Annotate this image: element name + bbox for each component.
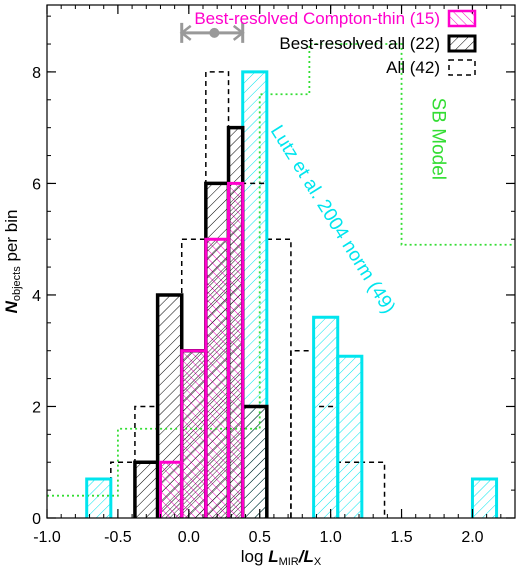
best-resolved-all-22-bin-0-fill [134, 462, 158, 518]
legend-swatch-0 [447, 9, 477, 28]
x-tick-label: 0.0 [178, 529, 200, 546]
x-tick-label: -1.0 [33, 529, 61, 546]
y-axis-label: Nobjects per bin [2, 210, 23, 314]
legend-label-2: All (42) [386, 58, 440, 77]
error-bar-point [209, 27, 220, 38]
lutz-et-al-2004-norm-49-bin-3 [336, 354, 364, 518]
error-bar-arrow-right [232, 24, 245, 41]
best-resolved-compton-thin-15-bin-3-crosshatch [228, 183, 243, 518]
legend-swatch-2 [448, 59, 476, 76]
x-tick-label: 0.5 [249, 529, 271, 546]
x-axis-label: log LMIR/LX [241, 547, 322, 568]
x-tick-label: 1.0 [320, 529, 342, 546]
legend-label-1: Best-resolved all (22) [279, 34, 440, 53]
best-resolved-compton-thin-15-bin-3 [227, 181, 245, 518]
best-resolved-compton-thin-15-bin-1-crosshatch [181, 350, 206, 518]
y-tick-label: 6 [32, 176, 41, 193]
lines-layer [47, 22, 515, 518]
lutz-et-al-2004-norm-49-bin-4 [470, 477, 499, 518]
lutz-et-al-2004-norm-49-bin-3-fill [337, 356, 362, 518]
y-tick-label: 4 [32, 288, 41, 305]
annotation-0: Lutz et al. 2004 norm (49) [266, 122, 399, 318]
plot-frame [46, 4, 516, 519]
lutz-et-al-2004-norm-49-bin-0-fill [86, 478, 111, 518]
all-42-bin-7 [266, 238, 292, 518]
all-42-bin-8 [290, 349, 315, 518]
error-bar-arrow-left [179, 24, 192, 41]
sb-model-steps [47, 43, 515, 497]
legend-label-0: Best-resolved Compton-thin (15) [194, 9, 440, 28]
best-resolved-compton-thin-15-bin-0-crosshatch [160, 462, 182, 518]
all-42-bin-11 [361, 461, 386, 518]
y-tick-label: 8 [32, 65, 41, 82]
legend-swatch-1 [447, 34, 477, 53]
annotation-1: SB Model [428, 98, 449, 180]
best-resolved-all-22-bin-5-fill [242, 406, 267, 518]
y-tick-label: 0 [32, 511, 41, 528]
y-tick-label: 2 [32, 399, 41, 416]
lutz-et-al-2004-norm-49-bin-4-fill [472, 478, 497, 518]
x-tick-label: 1.5 [390, 529, 412, 546]
lutz-et-al-2004-norm-49-bin-0 [85, 477, 113, 518]
best-resolved-compton-thin-15-bin-2-crosshatch [205, 239, 229, 518]
fill-layer [86, 71, 497, 519]
all-42-bin-0 [110, 461, 136, 518]
lutz-et-al-2004-norm-49-bin-2-fill [313, 317, 338, 518]
x-tick-label: -0.5 [104, 529, 132, 546]
x-tick-label: 2.0 [461, 529, 483, 546]
axes-layer [46, 4, 516, 519]
